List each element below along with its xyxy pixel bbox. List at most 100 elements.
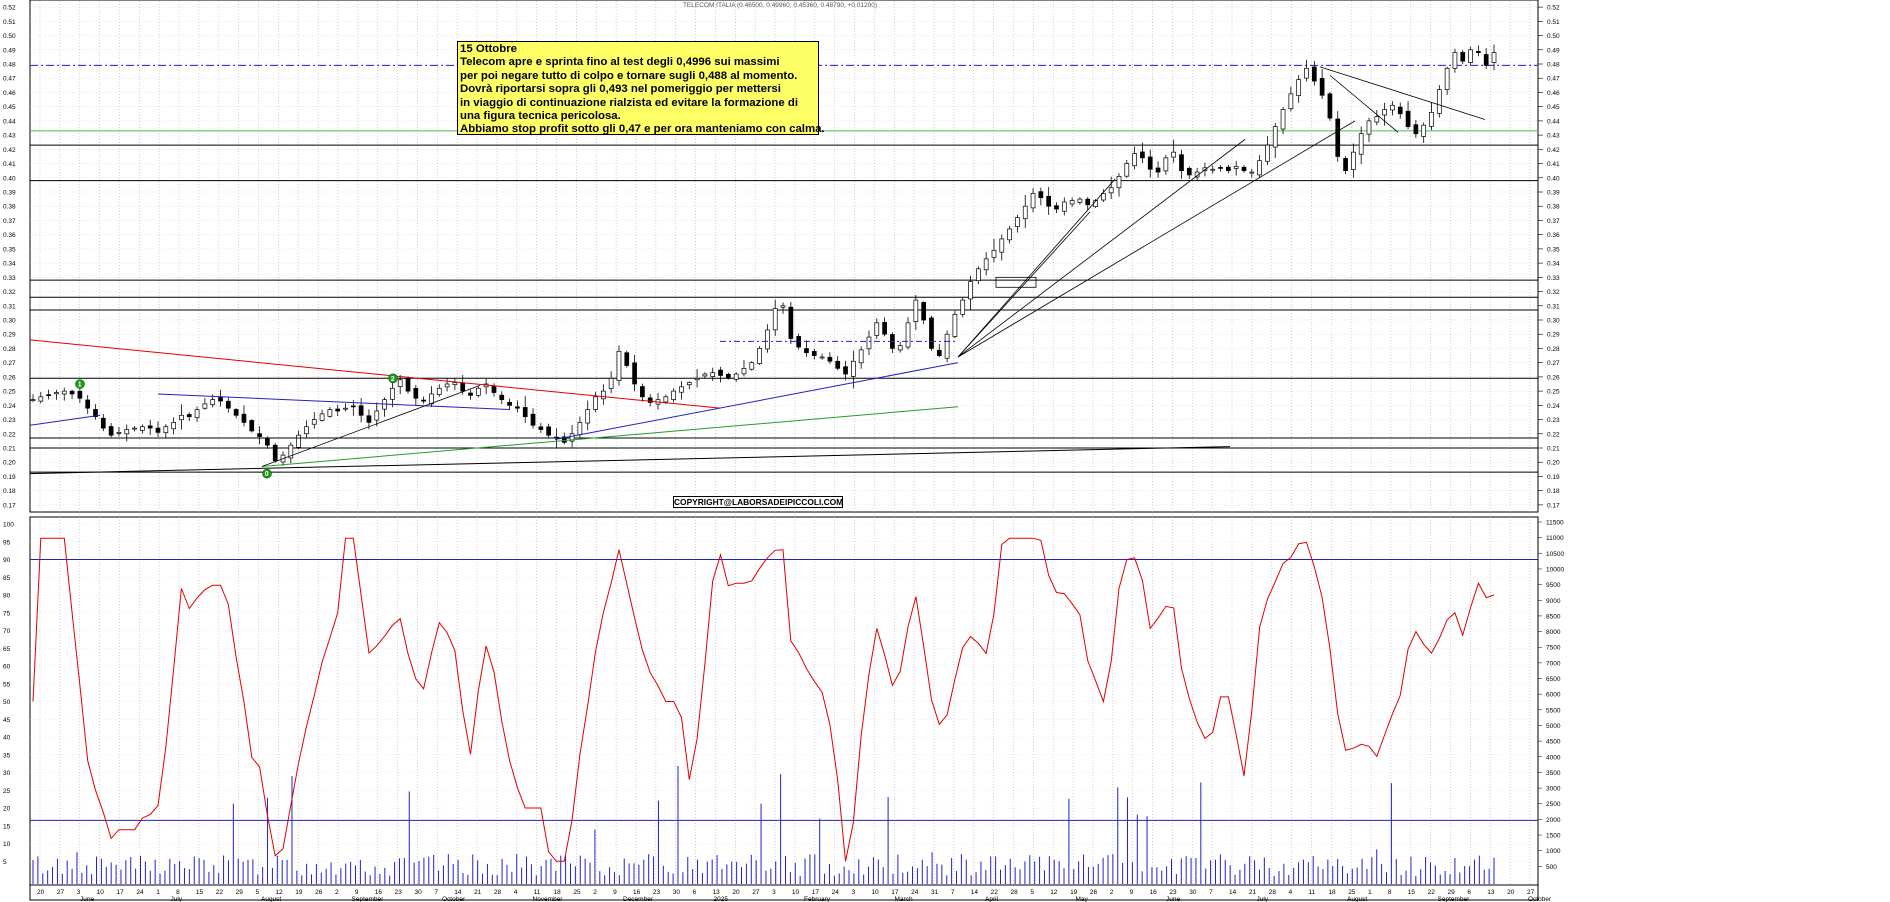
date-tick-label: 22 xyxy=(991,889,999,896)
price-tick-label-left: 0.37 xyxy=(3,218,16,225)
price-tick-label-right: 0.47 xyxy=(1547,76,1560,83)
black-trendline xyxy=(957,211,1091,358)
candle-body xyxy=(913,299,919,322)
black-trendline xyxy=(1319,66,1486,120)
candle-body xyxy=(600,390,606,400)
black-trendline xyxy=(29,446,1231,475)
price-tick-label-left: 0.33 xyxy=(3,275,16,282)
price-tick-label-right: 0.22 xyxy=(1547,431,1560,438)
date-tick-label: 5 xyxy=(1030,889,1034,896)
date-tick-label: 17 xyxy=(812,889,820,896)
date-tick-label: 20 xyxy=(1507,889,1515,896)
candle-body xyxy=(1335,118,1341,157)
candle-body xyxy=(983,258,989,271)
candle-body xyxy=(585,409,591,424)
candle-body xyxy=(61,390,67,395)
price-tick-label-right: 0.29 xyxy=(1547,332,1560,339)
price-tick-label-left: 0.18 xyxy=(3,488,16,495)
wave-marker xyxy=(262,468,272,479)
candle-body xyxy=(1327,93,1333,119)
candle-body xyxy=(749,362,755,370)
chart-title: TELECOM ITALIA (0.46500, 0.49960, 0.4536… xyxy=(682,2,878,9)
date-tick-label: 24 xyxy=(911,889,919,896)
candle-body xyxy=(1436,89,1442,114)
candle-body xyxy=(30,399,36,401)
annotation-line: per poi negare tutto di colpo e tornare … xyxy=(460,69,798,82)
candle-body xyxy=(218,396,223,402)
date-tick-label: 26 xyxy=(315,889,323,896)
candle-body xyxy=(1452,52,1458,69)
date-tick-label: 2 xyxy=(1110,889,1114,896)
candle-body xyxy=(608,377,614,390)
candle-body xyxy=(1054,205,1059,210)
candle-body xyxy=(429,393,434,405)
candle-body xyxy=(1007,228,1012,241)
date-tick-label: 27 xyxy=(1527,889,1535,896)
month-label: December xyxy=(623,896,654,902)
candle-body xyxy=(38,396,44,402)
date-tick-label: 11 xyxy=(534,889,541,896)
price-tick-label-left: 0.30 xyxy=(3,318,16,325)
candle-body xyxy=(671,390,677,400)
candle-body xyxy=(421,399,426,402)
price-tick-label-right: 0.45 xyxy=(1547,104,1560,111)
price-tick-label-left: 0.28 xyxy=(3,346,16,353)
candle-body xyxy=(1257,160,1262,176)
candle-body xyxy=(444,383,450,388)
price-tick-label-right: 0.19 xyxy=(1547,474,1560,481)
candle-body xyxy=(515,406,520,409)
candle-body xyxy=(288,444,294,459)
candle-body xyxy=(874,322,880,336)
oscillator-tick-label: 45 xyxy=(3,717,11,724)
candle-body xyxy=(1202,167,1208,171)
candle-body xyxy=(1366,120,1372,135)
candle-body xyxy=(265,438,270,446)
oscillator-tick-label: 15 xyxy=(3,823,11,830)
oscillator-panel-frame xyxy=(29,516,1539,886)
candle-body xyxy=(210,399,216,406)
blue-trendline xyxy=(157,393,511,411)
candle-body xyxy=(686,382,692,386)
date-tick-label: 27 xyxy=(57,889,65,896)
date-tick-label: 8 xyxy=(176,889,180,896)
price-tick-label-right: 0.21 xyxy=(1547,446,1560,453)
candle-body xyxy=(202,403,208,409)
month-label: July xyxy=(1257,896,1269,902)
candle-body xyxy=(1444,67,1450,91)
volume-tick-label: 11500 xyxy=(1546,520,1564,527)
price-tick-label-right: 0.41 xyxy=(1547,161,1560,168)
rsi-line xyxy=(32,537,1495,862)
candle-body xyxy=(436,387,442,395)
candle-body xyxy=(194,409,200,418)
volume-tick-label: 5000 xyxy=(1546,723,1561,730)
candle-body xyxy=(1343,158,1348,172)
oscillator-tick-label: 85 xyxy=(3,575,11,582)
candle-body xyxy=(1179,154,1184,172)
candle-body xyxy=(1030,193,1036,209)
candle-body xyxy=(819,356,825,359)
price-tick-label-left: 0.26 xyxy=(3,374,16,381)
month-label: September xyxy=(352,896,385,902)
candle-body xyxy=(374,410,380,421)
price-tick-label-left: 0.46 xyxy=(3,90,16,97)
date-tick-label: 30 xyxy=(1189,889,1197,896)
candle-body xyxy=(757,348,762,364)
candle-body xyxy=(1421,124,1427,137)
date-tick-label: 14 xyxy=(454,889,462,896)
date-tick-label: 14 xyxy=(1229,889,1237,896)
price-tick-label-left: 0.31 xyxy=(3,303,16,310)
candle-body xyxy=(1061,201,1067,212)
price-tick-label-right: 0.26 xyxy=(1547,374,1560,381)
date-tick-label: 6 xyxy=(693,889,697,896)
candle-body xyxy=(944,333,950,359)
date-tick-label: 5 xyxy=(256,889,260,896)
candle-body xyxy=(304,426,309,435)
candle-body xyxy=(327,409,333,417)
candle-body xyxy=(1015,217,1020,227)
date-tick-label: 28 xyxy=(1269,889,1277,896)
candle-body xyxy=(1022,205,1028,220)
red-trendline xyxy=(29,339,721,409)
candle-body xyxy=(936,349,942,356)
